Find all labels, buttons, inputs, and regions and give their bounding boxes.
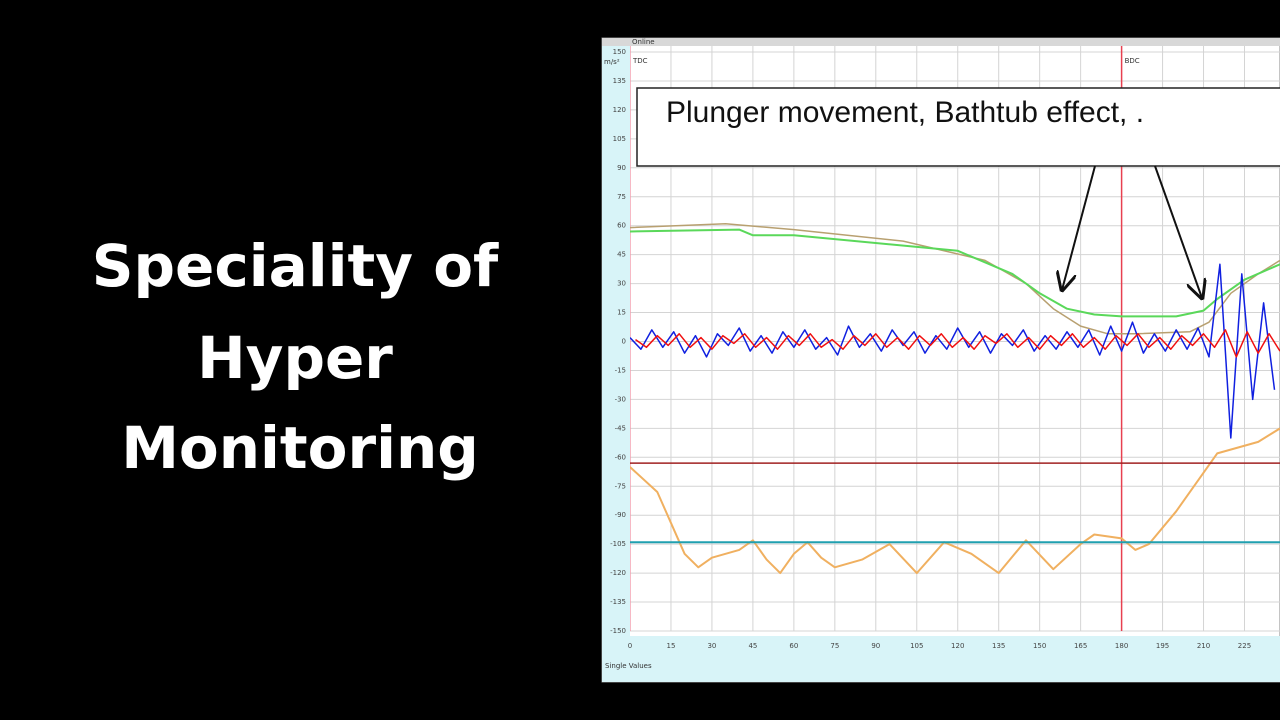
y-tick-label: 120	[613, 106, 626, 114]
y-tick-label: 60	[617, 222, 626, 230]
series-line	[630, 427, 1280, 575]
arrow	[1154, 165, 1202, 298]
series-line	[630, 223, 1280, 335]
x-tick-label: 225	[1238, 642, 1251, 650]
y-tick-label: 0	[622, 338, 626, 346]
y-tick-label: 90	[617, 164, 626, 172]
y-tick-label: -90	[615, 511, 626, 519]
y-tick-label: -120	[610, 569, 626, 577]
footer-label: Single Values	[605, 662, 652, 670]
chart-window: Online m/s² Single Values -150-135-120-1…	[601, 37, 1280, 683]
y-tick-label: -45	[615, 424, 626, 432]
y-tick-label: -30	[615, 395, 626, 403]
y-tick-label: 150	[613, 48, 626, 56]
annotation-box	[636, 87, 1280, 167]
x-axis-strip	[602, 636, 1280, 682]
slide-title: Monitoring	[121, 414, 479, 482]
y-tick-label: 30	[617, 280, 626, 288]
series-line	[630, 263, 1276, 439]
x-tick-label: 45	[748, 642, 757, 650]
x-tick-label: 105	[910, 642, 923, 650]
slide-title: Speciality of	[92, 232, 499, 300]
x-tick-label: 135	[992, 642, 1005, 650]
window-bar	[602, 38, 1280, 46]
x-tick-label: 0	[628, 642, 632, 650]
y-tick-label: 75	[617, 193, 626, 201]
x-tick-label: 120	[951, 642, 964, 650]
arrow	[1062, 165, 1096, 290]
x-tick-label: 180	[1115, 642, 1128, 650]
x-tick-label: 15	[667, 642, 676, 650]
marker-label: TDC	[632, 57, 648, 65]
y-tick-label: -15	[615, 366, 626, 374]
marker-label: BDC	[1125, 57, 1140, 65]
x-tick-label: 30	[707, 642, 716, 650]
y-tick-label: -75	[615, 482, 626, 490]
y-tick-label: -60	[615, 453, 626, 461]
y-tick-label: -150	[610, 627, 626, 635]
series-line	[635, 329, 1280, 358]
annotation: Plunger movement, Bathtub effect, .	[666, 96, 1144, 129]
y-unit: m/s²	[604, 58, 620, 66]
y-tick-label: -105	[610, 540, 626, 548]
y-tick-label: 105	[613, 135, 626, 143]
y-tick-label: 135	[613, 77, 626, 85]
slide-title: Hyper	[197, 324, 393, 392]
x-tick-label: 75	[830, 642, 839, 650]
window-label: Online	[632, 38, 655, 46]
x-tick-label: 165	[1074, 642, 1087, 650]
x-tick-label: 210	[1197, 642, 1210, 650]
y-tick-label: 15	[617, 309, 626, 317]
y-axis-strip	[602, 46, 630, 636]
x-tick-label: 90	[871, 642, 880, 650]
y-tick-label: 45	[617, 251, 626, 259]
series-line	[630, 228, 1280, 318]
x-tick-label: 60	[789, 642, 798, 650]
y-tick-label: -135	[610, 598, 626, 606]
x-tick-label: 195	[1156, 642, 1169, 650]
x-tick-label: 150	[1033, 642, 1046, 650]
